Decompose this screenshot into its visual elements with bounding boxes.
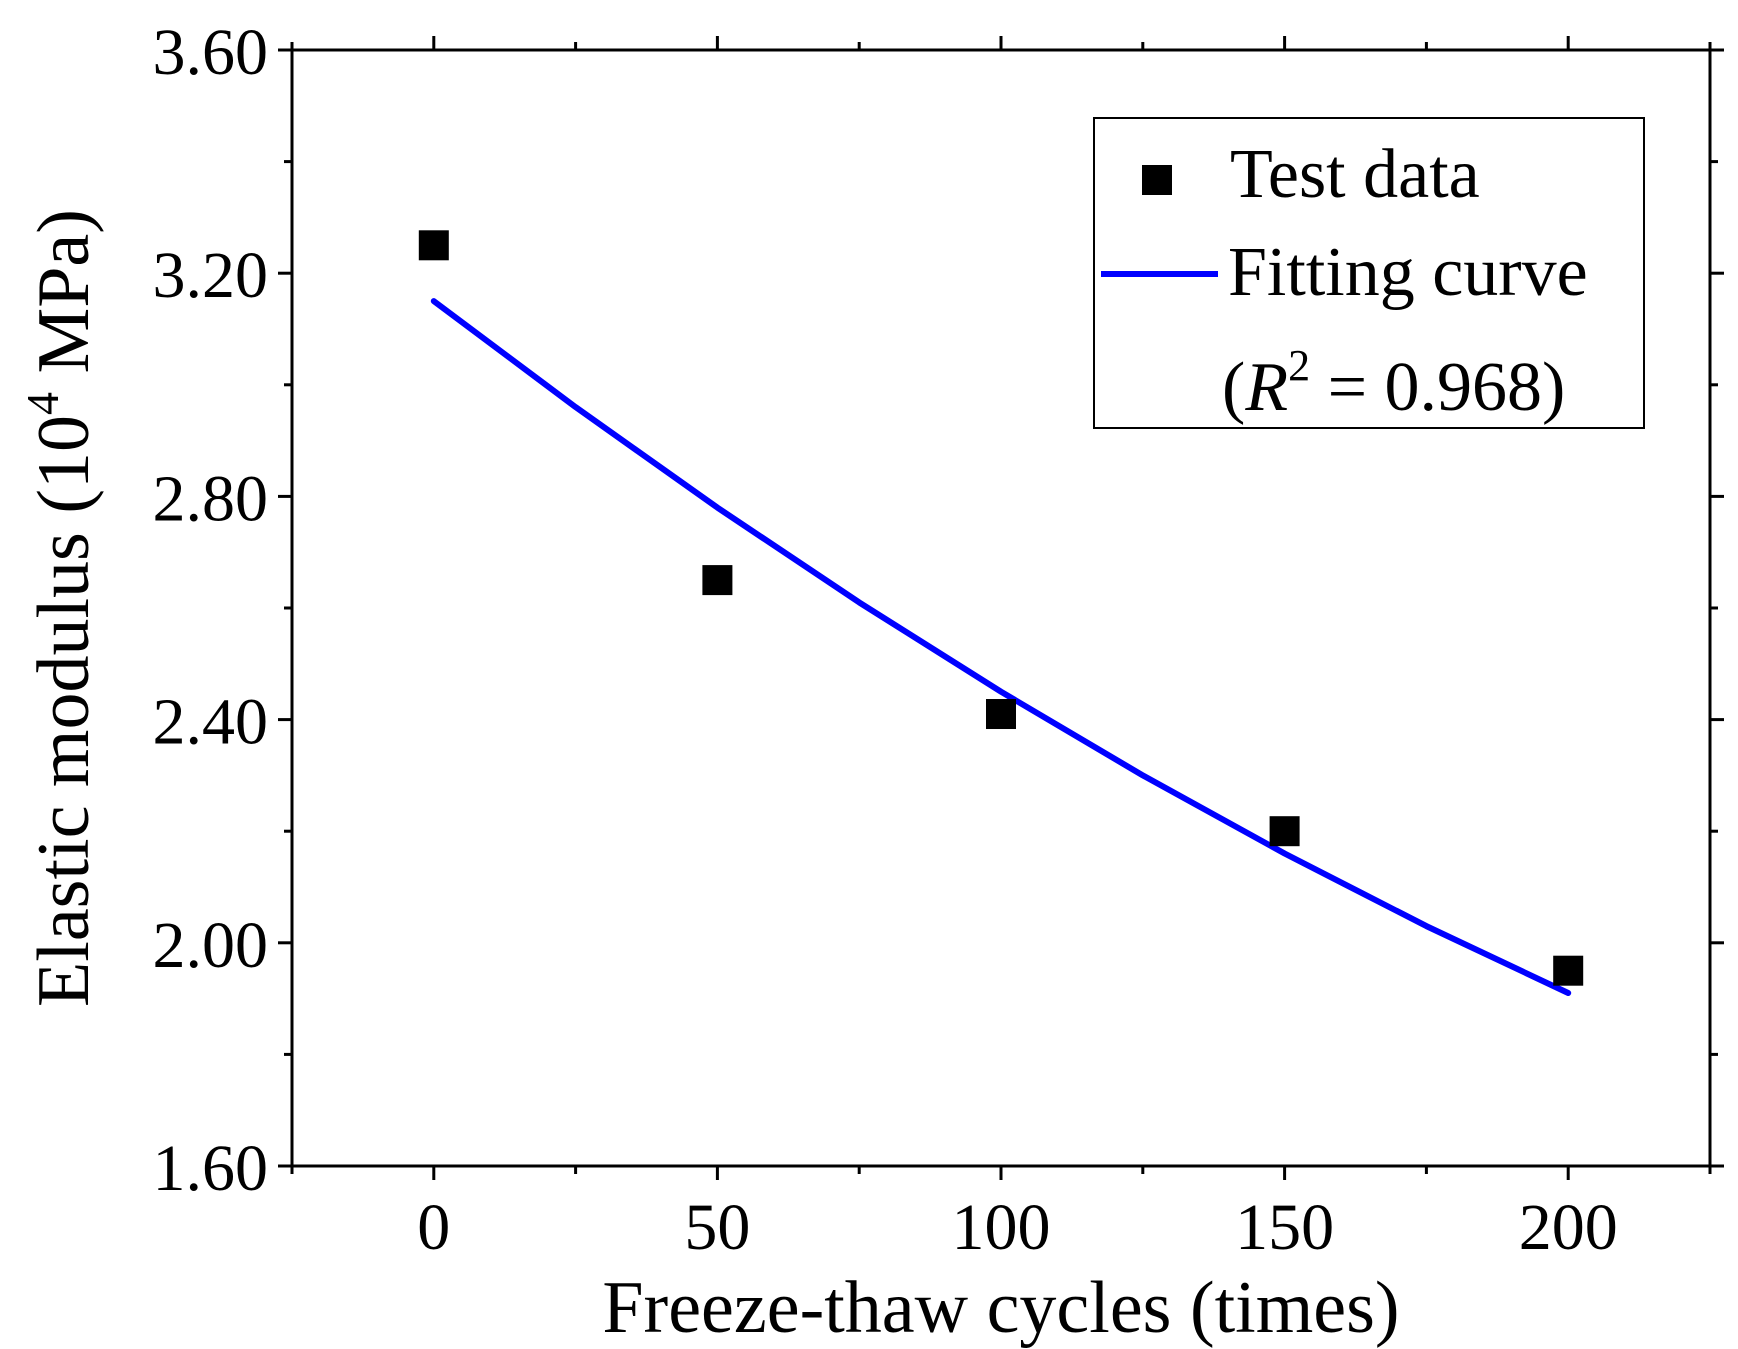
y-axis-title-suffix: MPa) xyxy=(23,209,105,392)
legend-r-squared-open: ( xyxy=(1222,349,1245,426)
test-data-point xyxy=(1553,955,1584,986)
y-tick-label: 3.60 xyxy=(153,16,269,89)
legend-test-data-label: Test data xyxy=(1230,136,1480,213)
legend-r-squared-exponent: 2 xyxy=(1288,341,1310,390)
fitting-curve-line xyxy=(430,298,1572,996)
x-tick-label: 200 xyxy=(1519,1191,1618,1264)
test-data-point xyxy=(418,230,449,261)
x-tick-label: 100 xyxy=(952,1191,1051,1264)
x-tick-label: 0 xyxy=(417,1191,450,1264)
legend-r-squared: (R2 = 0.968) xyxy=(1222,341,1565,426)
y-tick-label: 3.20 xyxy=(153,239,269,312)
x-tick-label: 50 xyxy=(684,1191,750,1264)
test-data-point xyxy=(1269,816,1300,847)
legend-r-squared-symbol: R xyxy=(1244,349,1288,426)
x-axis-title: Freeze-thaw cycles (times) xyxy=(602,1267,1399,1349)
plot-area-frame xyxy=(290,48,1712,1168)
y-tick-label: 1.60 xyxy=(153,1132,269,1205)
y-axis-ticks xyxy=(278,48,1724,1168)
legend-fitting-curve-label: Fitting curve xyxy=(1228,234,1588,311)
x-axis-tick-labels: 0 50 100 150 200 xyxy=(417,1191,1617,1264)
x-tick-label: 150 xyxy=(1235,1191,1334,1264)
legend-r-squared-value: = 0.968) xyxy=(1310,349,1565,426)
y-tick-label: 2.80 xyxy=(153,462,269,535)
y-axis-tick-labels: 1.60 2.00 2.40 2.80 3.20 3.60 xyxy=(153,16,269,1205)
y-axis-title: Elastic modulus (104 MPa) xyxy=(17,209,105,1007)
test-data-point xyxy=(702,565,733,596)
legend-test-data-marker xyxy=(1142,165,1172,195)
y-tick-label: 2.40 xyxy=(153,686,269,759)
legend: Test data Fitting curve (R2 = 0.968) xyxy=(1093,117,1645,429)
plot-series xyxy=(418,230,1584,996)
y-axis-title-prefix: Elastic modulus (10 xyxy=(23,415,105,1007)
test-data-point xyxy=(986,699,1016,730)
y-tick-label: 2.00 xyxy=(153,909,269,982)
y-axis-title-superscript: 4 xyxy=(17,392,68,415)
